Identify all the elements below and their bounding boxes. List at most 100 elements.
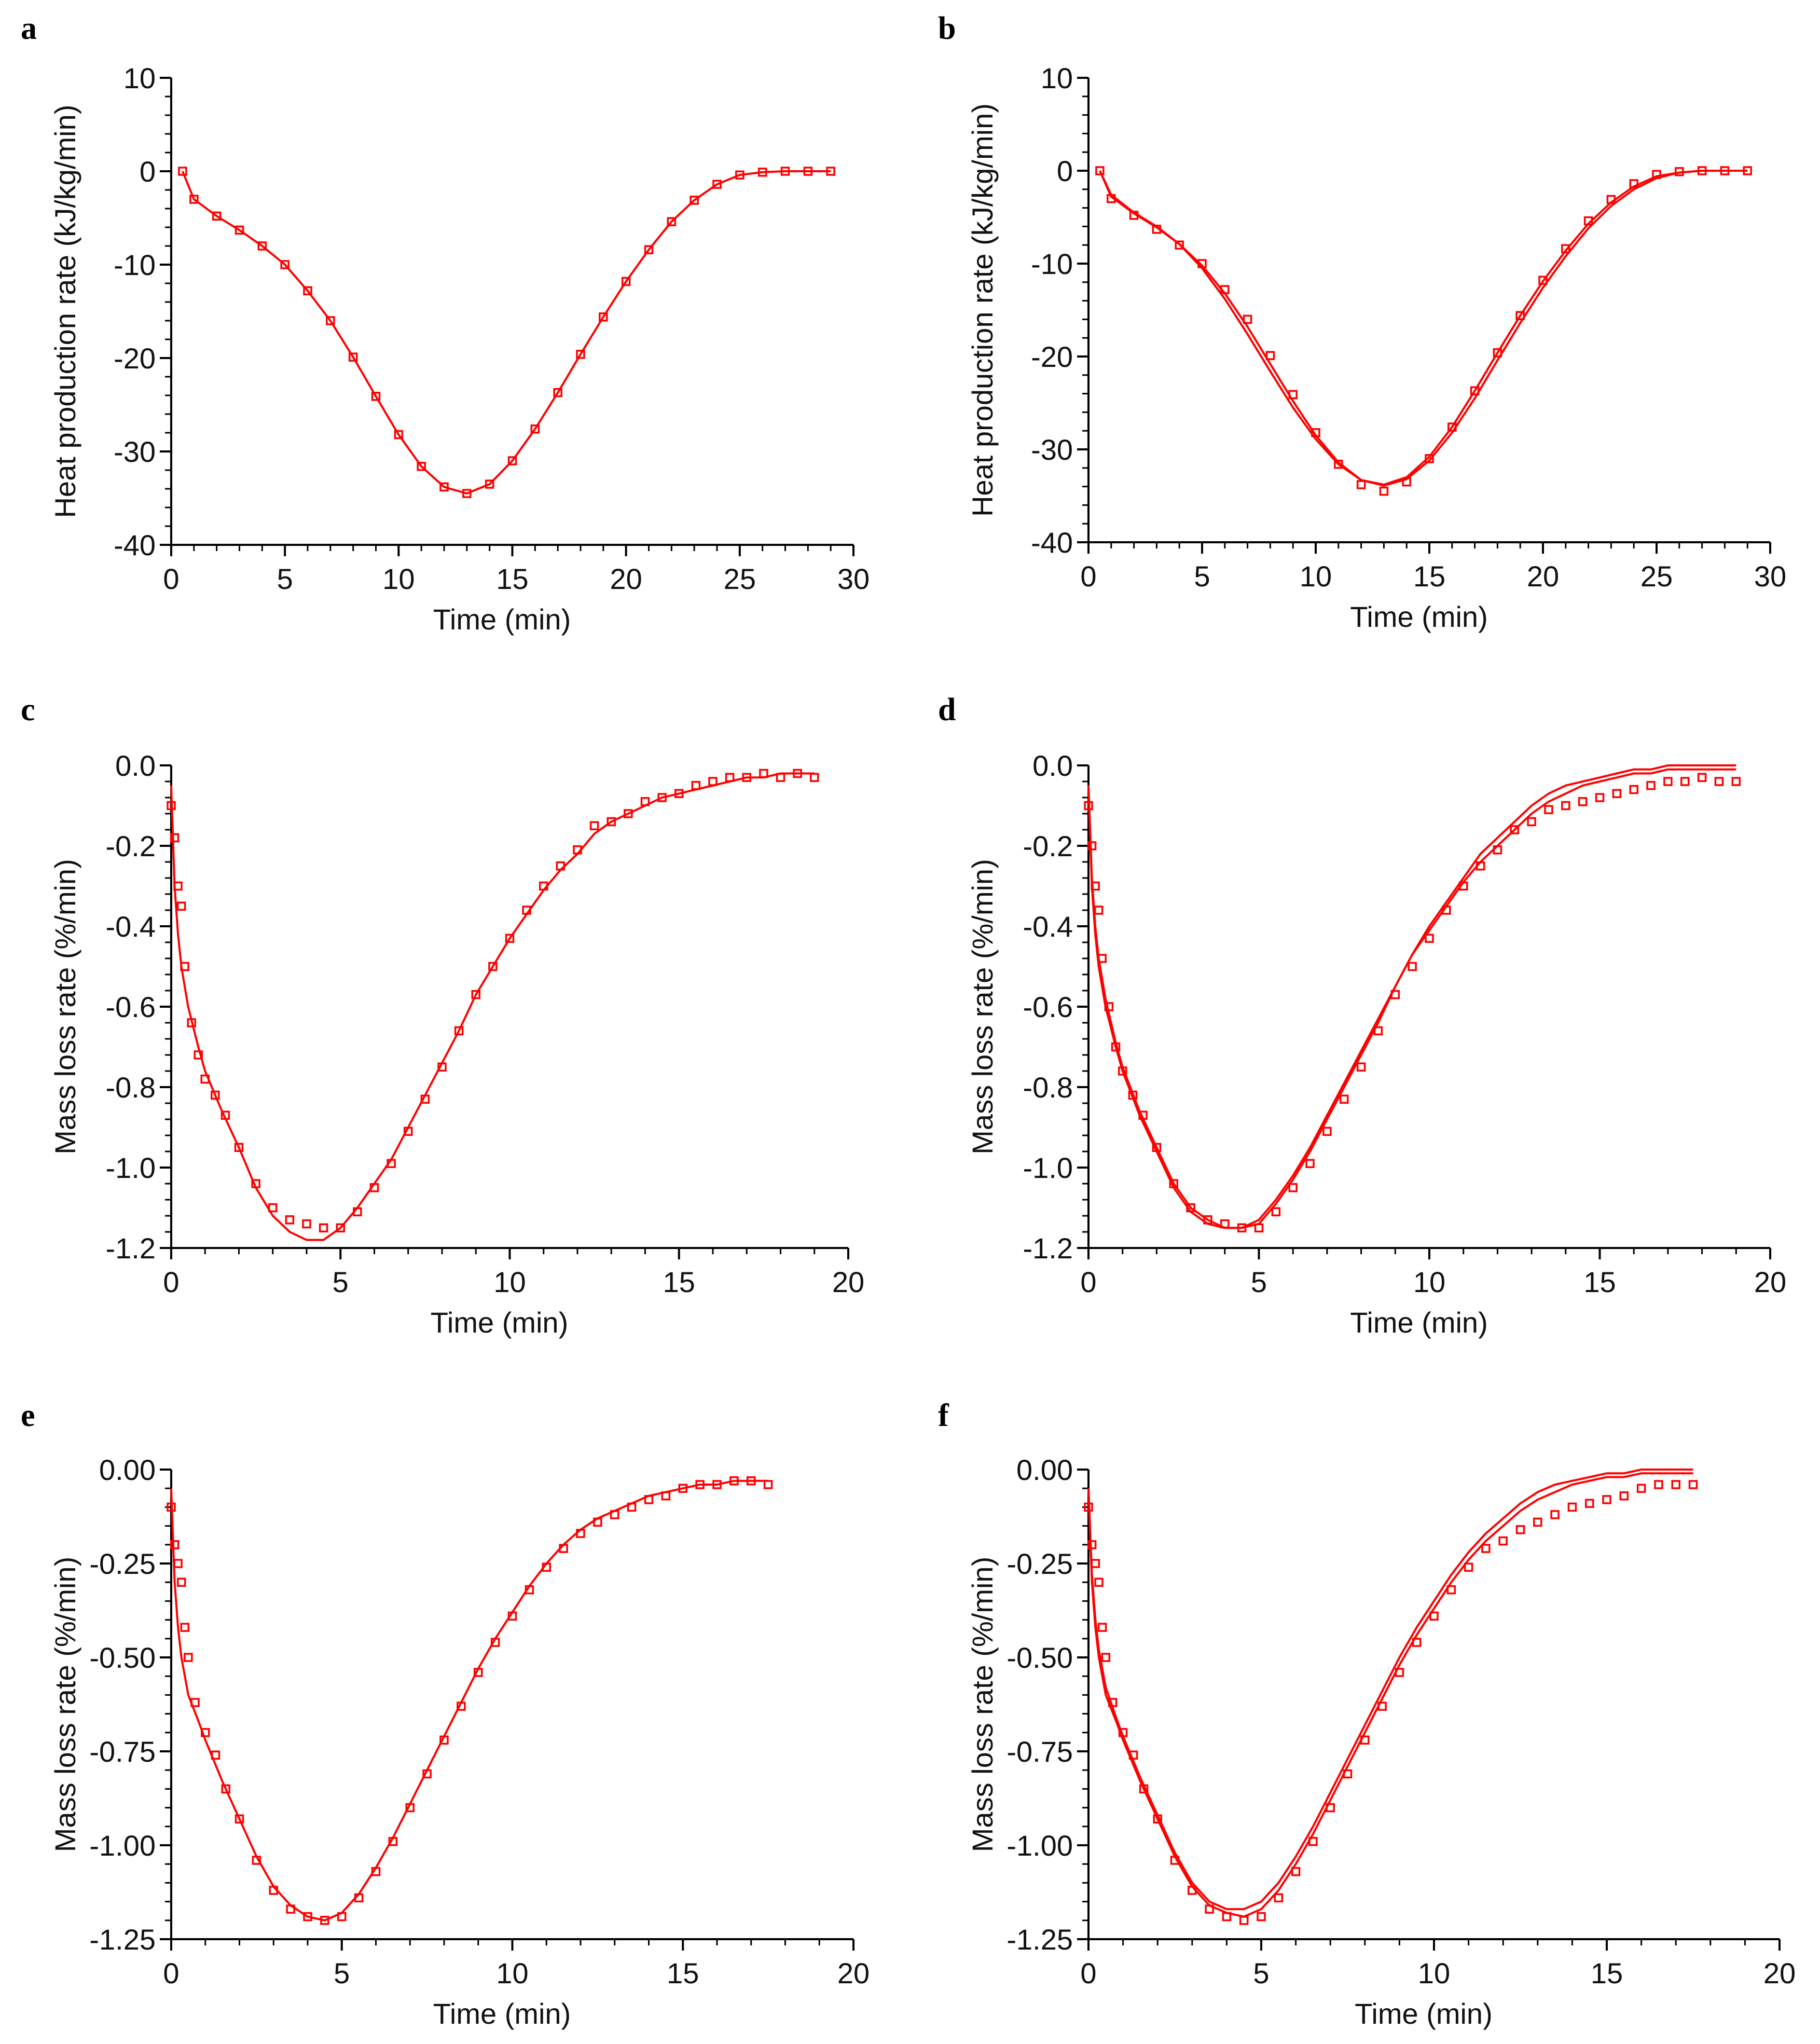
panel-b: b 0 5 10 15 20 25 30 -40 -30 -20 -10 0 10 Time (min) He… — [938, 11, 1786, 633]
data-point — [354, 1893, 364, 1903]
x-tick-label: 25 — [1640, 560, 1673, 593]
data-point — [200, 1074, 210, 1084]
data-point — [251, 1179, 260, 1188]
data-point — [644, 1495, 654, 1504]
y-tick-label: -30 — [114, 435, 156, 468]
y-tick-label: -0.25 — [89, 1547, 156, 1580]
data-point — [1595, 793, 1605, 802]
x-tick-label: 0 — [163, 1957, 179, 1990]
data-point — [553, 388, 562, 397]
fit-line-1 — [182, 170, 831, 495]
x-tick-label: 5 — [1251, 1266, 1267, 1298]
y-tick-label: -1.00 — [1006, 1829, 1073, 1862]
data-point — [337, 1912, 347, 1922]
data-point — [1271, 1207, 1281, 1216]
panel-a: a 0 5 10 15 20 25 30 -40 -30 -20 -10 0 10 Time (min) He… — [21, 11, 870, 636]
data-point — [1087, 1540, 1097, 1549]
data-point — [235, 225, 244, 235]
data-point — [712, 180, 722, 189]
y-tick-label: -0.2 — [1023, 830, 1073, 862]
data-point — [1425, 454, 1434, 463]
data-point — [1373, 1026, 1383, 1036]
data-point — [1288, 390, 1298, 400]
x-axis-title: Time (min) — [1350, 600, 1487, 633]
data-point — [1305, 1159, 1315, 1168]
data-point — [530, 424, 540, 434]
data-point — [1274, 1893, 1284, 1903]
data-point — [212, 211, 222, 221]
data-point — [1671, 1480, 1680, 1489]
data-point — [1602, 1495, 1611, 1504]
data-point — [1390, 990, 1400, 999]
data-point — [176, 1577, 186, 1587]
data-point — [269, 1886, 278, 1895]
x-tick-label: 0 — [1080, 1266, 1096, 1298]
data-point — [488, 962, 498, 971]
data-point — [757, 168, 767, 177]
data-point — [1356, 1062, 1366, 1072]
data-point — [1402, 477, 1411, 487]
data-point — [1743, 166, 1752, 175]
y-tick-label: -1.2 — [1023, 1232, 1073, 1265]
data-point — [336, 1223, 345, 1232]
y-tick-label: -0.2 — [106, 830, 156, 862]
y-axis-title: Mass loss rate (%/min) — [49, 1557, 81, 1852]
data-point — [1493, 845, 1502, 855]
data-point — [320, 1916, 329, 1925]
data-point — [1129, 211, 1139, 220]
data-point — [1203, 1215, 1212, 1225]
data-point — [1697, 166, 1707, 175]
data-point — [462, 489, 472, 498]
data-point — [1288, 1183, 1298, 1192]
data-point — [735, 170, 744, 180]
x-tick-label: 0 — [163, 563, 179, 595]
data-point — [742, 773, 751, 782]
data-point — [1139, 1784, 1149, 1794]
data-point — [573, 845, 582, 855]
x-tick-label: 15 — [667, 1957, 699, 1990]
data-point — [1663, 777, 1673, 786]
data-point — [759, 769, 768, 778]
data-point — [599, 312, 608, 322]
data-point — [485, 479, 494, 489]
data-point — [1220, 1219, 1230, 1229]
x-tick-label: 20 — [1754, 1266, 1786, 1298]
data-point — [803, 167, 813, 176]
data-point — [1104, 1002, 1114, 1011]
x-tick-label: 5 — [277, 563, 293, 595]
y-tick-label: -20 — [114, 342, 156, 375]
x-axis-title: Time (min) — [433, 603, 571, 636]
y-tick-label: -0.6 — [1023, 991, 1073, 1023]
panel-c: c 0 5 10 15 20 -1.2 -1.0 -0.8 -0.6 -0.4 -0.2 0.0 Time… — [21, 692, 864, 1339]
data-point — [1584, 1499, 1594, 1508]
x-axis-title: Time (min) — [433, 1997, 571, 2030]
data-point — [1118, 1728, 1128, 1737]
data-point — [1493, 348, 1502, 358]
data-point — [627, 1502, 637, 1512]
x-tick-label: 30 — [837, 563, 870, 595]
data-point — [691, 781, 701, 790]
data-point — [184, 1653, 193, 1662]
y-tick-label: -1.0 — [1023, 1151, 1073, 1184]
data-point — [1308, 1837, 1318, 1846]
data-point — [1675, 167, 1684, 176]
data-point — [1561, 244, 1570, 254]
data-point — [252, 1856, 261, 1865]
data-point — [542, 1562, 551, 1572]
data-point — [285, 1215, 295, 1225]
data-point — [348, 352, 358, 362]
data-point — [1356, 480, 1366, 489]
data-point — [457, 1702, 466, 1711]
data-point — [167, 801, 176, 811]
data-point — [1408, 962, 1417, 971]
data-point — [708, 777, 718, 786]
data-point — [371, 1867, 381, 1876]
data-point — [505, 934, 515, 943]
data-point — [437, 1062, 447, 1072]
data-point — [1714, 777, 1724, 786]
data-point — [1138, 1110, 1148, 1120]
data-point — [1094, 1577, 1104, 1587]
y-tick-label: -1.2 — [106, 1232, 156, 1265]
data-point — [793, 769, 802, 778]
y-tick-label: -40 — [114, 529, 156, 561]
